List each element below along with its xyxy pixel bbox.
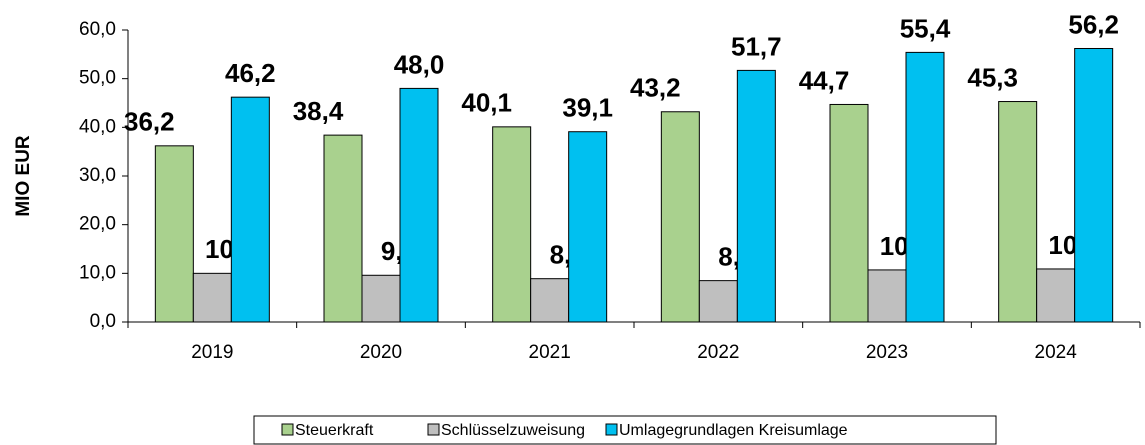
- bar: [568, 131, 608, 323]
- y-axis-label: MIO EUR: [13, 135, 34, 217]
- y-tick-label: 20,0: [79, 214, 116, 235]
- y-tick-label: 10,0: [79, 262, 116, 283]
- bar: [1074, 47, 1114, 323]
- legend-swatch: [427, 423, 440, 436]
- value-label: 38,4: [293, 96, 344, 126]
- value-label: 44,7: [799, 65, 850, 95]
- value-label: 36,2: [124, 107, 175, 137]
- bar: [867, 269, 907, 323]
- bar: [998, 101, 1038, 323]
- bar: [1036, 268, 1076, 323]
- legend-label: Schlüsselzuweisung: [441, 422, 585, 439]
- bar: [829, 103, 869, 323]
- x-tick-label: 2022: [697, 342, 739, 363]
- y-tick-label: 0,0: [90, 311, 116, 332]
- value-label: 55,4: [900, 13, 951, 43]
- bar: [660, 111, 700, 323]
- y-tick-label: 60,0: [79, 19, 116, 40]
- legend-label: Steuerkraft: [295, 422, 374, 439]
- bar: [905, 51, 945, 323]
- y-tick-label: 50,0: [79, 68, 116, 89]
- value-label: 39,1: [562, 93, 613, 123]
- bar: [323, 134, 363, 323]
- bar: [192, 272, 232, 323]
- value-label: 48,0: [394, 49, 445, 79]
- x-tick-label: 2024: [1035, 342, 1078, 363]
- x-tick-label: 2021: [529, 342, 571, 363]
- x-tick-label: 2019: [191, 342, 233, 363]
- bar: [492, 126, 532, 323]
- bar: [530, 278, 570, 323]
- bar: [154, 145, 194, 323]
- legend-swatch: [605, 423, 618, 436]
- value-label: 40,1: [461, 88, 512, 118]
- bar: [399, 87, 439, 323]
- legend-box: [253, 415, 997, 445]
- bar: [230, 96, 270, 323]
- x-tick-label: 2020: [360, 342, 402, 363]
- value-label: 43,2: [630, 73, 681, 103]
- value-label: 56,2: [1068, 9, 1119, 39]
- value-label: 51,7: [731, 31, 782, 61]
- y-tick-label: 40,0: [79, 116, 116, 137]
- bar: [698, 280, 738, 323]
- legend-swatch: [281, 423, 294, 436]
- value-label: 46,2: [225, 58, 276, 88]
- bar: [736, 69, 776, 323]
- x-tick-label: 2023: [866, 342, 908, 363]
- value-label: 45,3: [967, 62, 1018, 92]
- bar: [361, 274, 401, 323]
- y-tick-label: 30,0: [79, 165, 116, 186]
- legend-label: Umlagegrundlagen Kreisumlage: [619, 422, 848, 439]
